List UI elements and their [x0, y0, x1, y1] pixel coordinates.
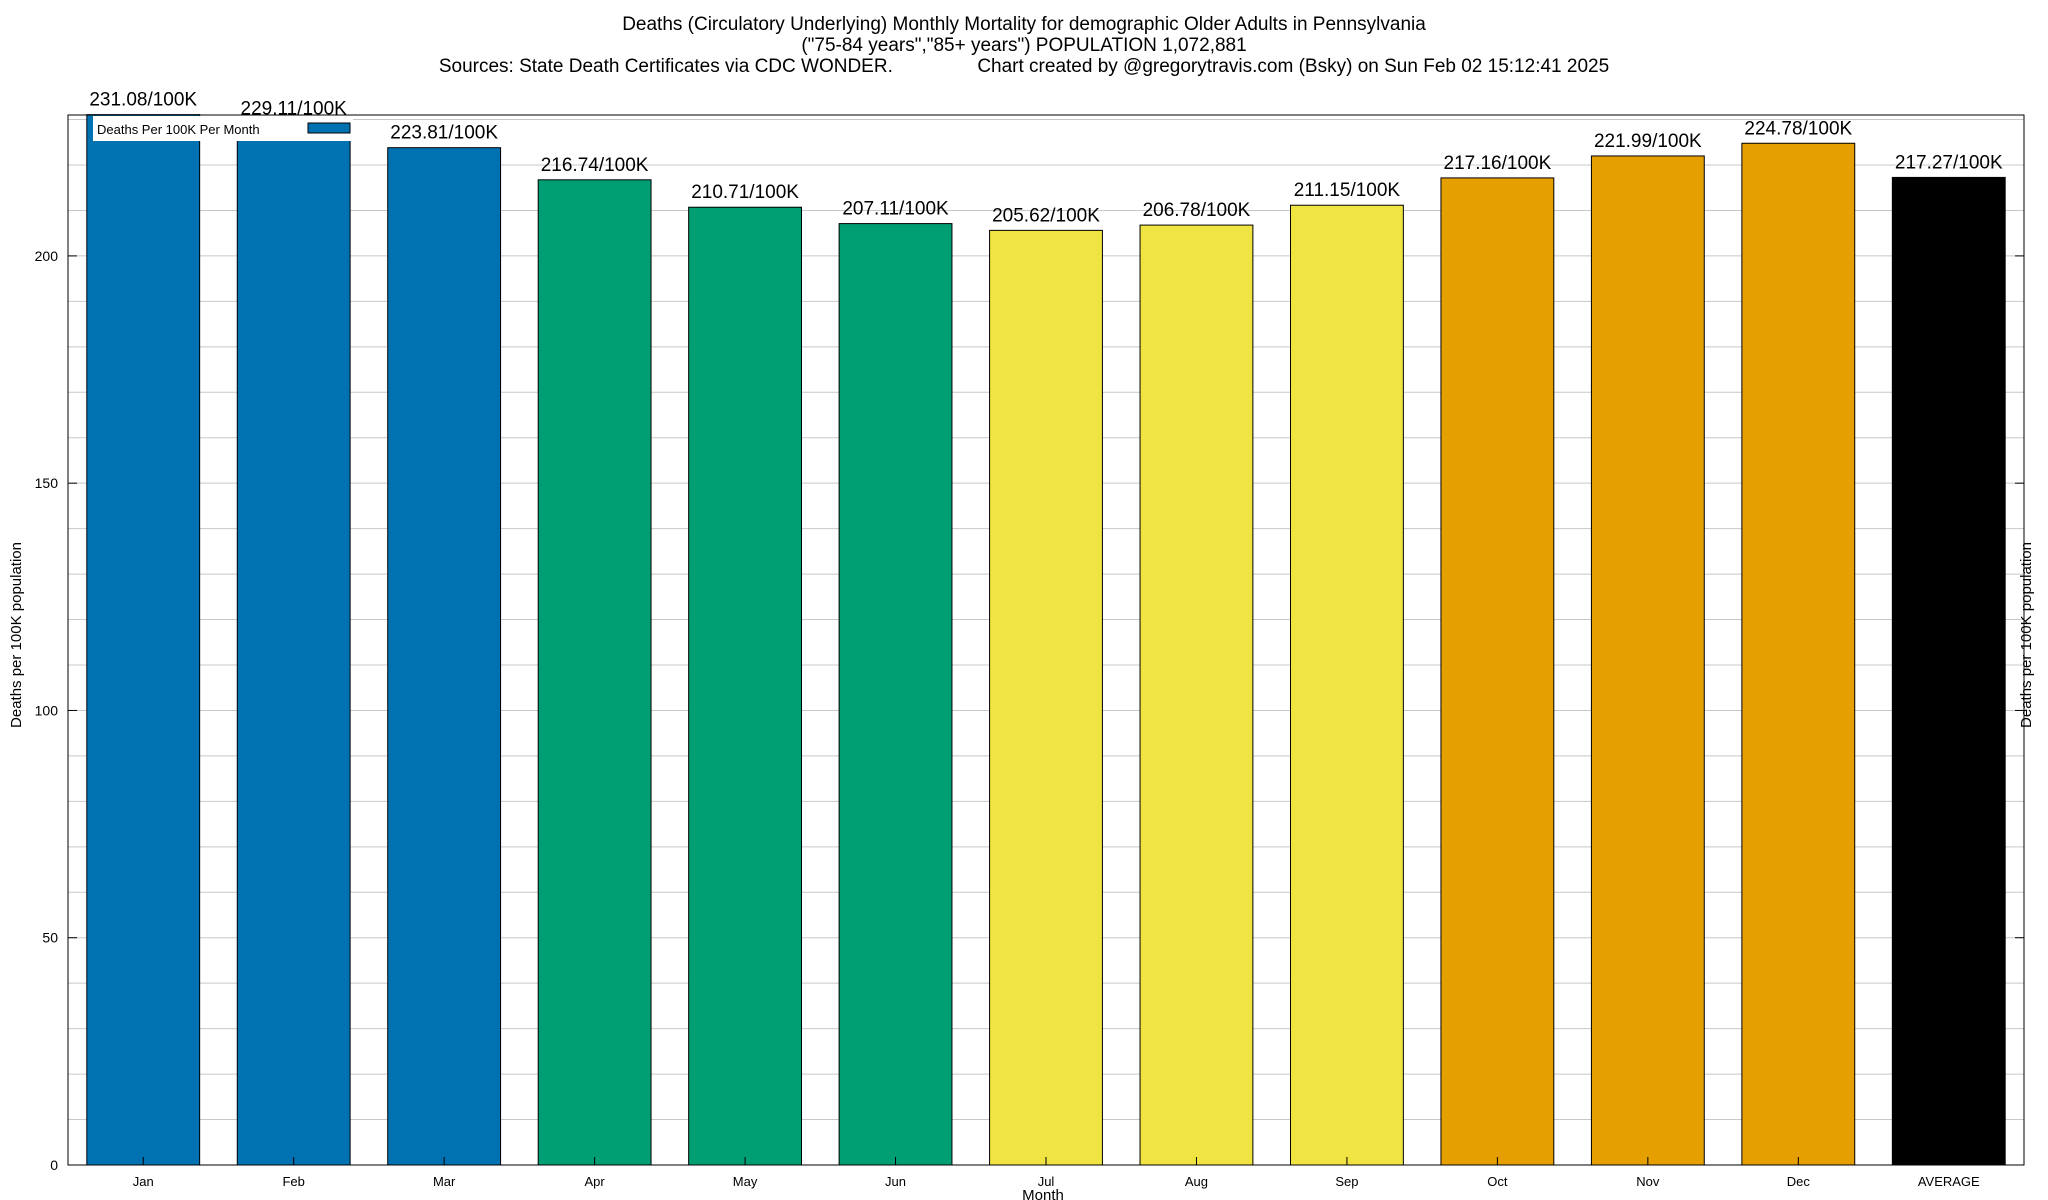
bar-jul: [989, 229, 1103, 1166]
x-tick-label: Aug: [1185, 1174, 1208, 1189]
x-tick-label: Nov: [1636, 1174, 1660, 1189]
bar-sep: [1290, 204, 1404, 1166]
x-tick-label: Sep: [1335, 1174, 1358, 1189]
x-tick-label: May: [733, 1174, 758, 1189]
x-tick-label: Jul: [1038, 1174, 1055, 1189]
data-label-sep: 211.15/100K: [1294, 180, 1401, 201]
bar-jun: [838, 223, 953, 1166]
x-tick-label: Dec: [1787, 1174, 1811, 1189]
chart-sources: Sources: State Death Certificates via CD…: [438, 56, 1610, 77]
y-tick-label: 0: [50, 1157, 58, 1173]
data-label-jul: 205.62/100K: [992, 205, 1100, 226]
bar-jan: [86, 114, 201, 1166]
x-tick-label: Feb: [282, 1174, 304, 1189]
data-label-nov: 221.99/100K: [1594, 131, 1702, 152]
data-label-dec: 224.78/100K: [1744, 118, 1852, 139]
x-tick-label: AVERAGE: [1918, 1174, 1980, 1189]
legend-label: Deaths Per 100K Per Month: [97, 122, 260, 137]
x-tick-label: Oct: [1487, 1174, 1508, 1189]
bar-oct: [1440, 177, 1555, 1166]
data-label-jun: 207.11/100K: [842, 199, 949, 220]
axis-ticks: 0 50 100 150 200 Jan Feb Mar Apr May Jun Jul Aug Sep O…: [35, 248, 2024, 1189]
x-tick-label: Jun: [885, 1174, 906, 1189]
bar-nov: [1590, 155, 1705, 1166]
bar-apr: [537, 179, 652, 1166]
data-label-mar: 223.81/100K: [390, 123, 498, 144]
y-tick-label: 50: [42, 930, 58, 946]
data-label-aug: 206.78/100K: [1143, 200, 1251, 221]
y-tick-label: 150: [35, 475, 59, 491]
y2-axis-title: Deaths per 100K population: [2018, 542, 2035, 728]
chart-title: Deaths (Circulatory Underlying) Monthly …: [622, 14, 1426, 35]
data-label-apr: 216.74/100K: [541, 155, 649, 176]
bars: [86, 114, 2006, 1166]
bar-dec: [1741, 142, 1856, 1166]
y-axis-title: Deaths per 100K population: [8, 542, 25, 728]
x-tick-label: Apr: [584, 1174, 605, 1189]
chart-subtitle: ("75-84 years","85+ years") POPULATION 1…: [801, 35, 1247, 56]
x-tick-label: Mar: [433, 1174, 456, 1189]
bar-average: [1891, 176, 2006, 1166]
data-label-oct: 217.16/100K: [1444, 153, 1552, 174]
data-label-may: 210.71/100K: [691, 182, 799, 203]
data-label-jan: 231.08/100K: [89, 90, 197, 111]
data-label-average: 217.27/100K: [1895, 152, 2003, 173]
bar-mar: [387, 147, 502, 1166]
bar-may: [688, 206, 803, 1166]
x-axis-title: Month: [1022, 1187, 1064, 1200]
x-tick-label: Jan: [133, 1174, 154, 1189]
data-labels: 231.08/100K 229.11/100K 223.81/100K 216.74/…: [89, 90, 2003, 227]
bar-feb: [236, 123, 351, 1166]
data-label-feb: 229.11/100K: [241, 99, 348, 120]
legend-swatch: [307, 122, 351, 134]
y-tick-label: 100: [35, 702, 59, 718]
bar-aug: [1139, 224, 1254, 1166]
legend: Deaths Per 100K Per Month: [93, 116, 353, 141]
y-tick-label: 200: [35, 248, 59, 264]
chart-title-block: Deaths (Circulatory Underlying) Monthly …: [0, 14, 2048, 77]
